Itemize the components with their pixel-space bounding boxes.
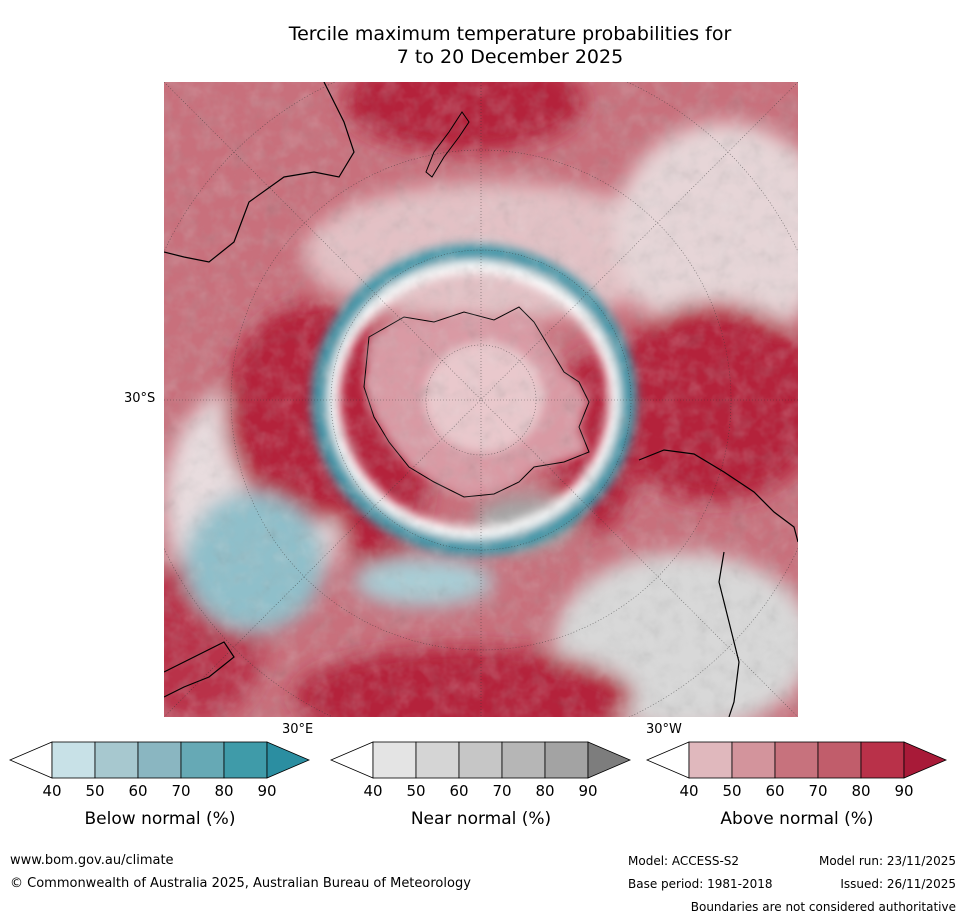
colorbar-above-normal-tick-label: 80 (851, 782, 871, 800)
longitude-label-east: 30°E (282, 722, 314, 737)
colorbar-below-normal-tick-label: 80 (214, 782, 234, 800)
graticule-line-diag-2 (164, 82, 798, 717)
colorbar-above-normal-lower-extension (645, 741, 690, 779)
footer-model-run: Model run: 23/11/2025 (818, 854, 956, 868)
colorbar-above-normal-tick-label: 60 (765, 782, 785, 800)
colorbar-above-normal-tick-label: 40 (679, 782, 699, 800)
map-title-line-1: Tercile maximum temperature probabilitie… (288, 23, 732, 45)
latitude-label: 30°S (124, 391, 156, 406)
new-zealand-coastline (425, 111, 470, 178)
map-title-line-2: 7 to 20 December 2025 (396, 46, 624, 68)
colorbar-below-normal-segment (51, 741, 96, 779)
colorbar-below-normal-segment (94, 741, 139, 779)
colorbar-below-normal-upper-extension (266, 741, 311, 779)
colorbar-below-normal-tick-label: 90 (257, 782, 277, 800)
colorbar-above-normal-segment (860, 741, 905, 779)
colorbar-near-normal-tick-label: 40 (363, 782, 383, 800)
graticule-circle-2 (330, 249, 632, 551)
colorbar-above-normal-ticks: 40 50 60 70 80 90 (647, 782, 947, 802)
colorbar-near-normal-label: Near normal (%) (410, 809, 552, 829)
colorbar-below-normal-tick-label: 60 (128, 782, 148, 800)
colorbar-above-normal-segment (817, 741, 862, 779)
colorbar-near-normal-tick-label: 80 (535, 782, 555, 800)
colorbar-near-normal-upper-extension (587, 741, 632, 779)
footer-model: Model: ACCESS-S2 (628, 854, 740, 868)
colorbar-near-normal-ticks: 40 50 60 70 80 90 (331, 782, 631, 802)
colorbar-below-normal-tick-label: 50 (85, 782, 105, 800)
colorbar-above-normal-tick-label: 90 (894, 782, 914, 800)
colorbar-near-normal-segment (458, 741, 503, 779)
colorbar-below-normal-tick-label: 40 (42, 782, 62, 800)
footer-copyright: © Commonwealth of Australia 2025, Austra… (10, 876, 471, 891)
colorbar-near-normal-tick-label: 90 (578, 782, 598, 800)
colorbar-near-normal: 40 50 60 70 80 90 Near normal (%) (329, 741, 632, 837)
colorbar-above-normal-tick-label: 70 (808, 782, 828, 800)
colorbar-near-normal-segment (415, 741, 460, 779)
colorbar-above-normal-swatches (645, 741, 948, 779)
colorbar-below-normal-label: Below normal (%) (84, 809, 236, 829)
footer-issued: Issued: 26/11/2025 (840, 877, 956, 891)
colorbar-below-normal-segment (137, 741, 182, 779)
graticule-line-diag-1 (164, 82, 798, 717)
colorbar-above-normal-label: Above normal (%) (720, 809, 874, 829)
colorbar-above-normal-segment (774, 741, 819, 779)
australia-coastline (164, 82, 355, 263)
footer-base-period: Base period: 1981-2018 (628, 877, 773, 891)
colorbar-near-normal-segment (544, 741, 589, 779)
colorbar-near-normal-lower-extension (329, 741, 374, 779)
colorbar-near-normal-segment (372, 741, 417, 779)
africa-coastline (164, 641, 235, 698)
footer-url: www.bom.gov.au/climate (10, 853, 174, 868)
colorbar-near-normal-segment (501, 741, 546, 779)
colorbar-near-normal-tick-label: 60 (449, 782, 469, 800)
colorbar-above-normal-segment (731, 741, 776, 779)
colorbar-near-normal-tick-label: 50 (406, 782, 426, 800)
colorbar-near-normal-tick-label: 70 (492, 782, 512, 800)
colorbar-below-normal-swatches (8, 741, 311, 779)
colorbar-below-normal-segment (180, 741, 225, 779)
colorbar-above-normal: 40 50 60 70 80 90 Above normal (%) (645, 741, 948, 837)
colorbar-below-normal: 40 50 60 70 80 90 Below normal (%) (8, 741, 311, 837)
colorbar-below-normal-segment (223, 741, 268, 779)
colorbar-above-normal-tick-label: 50 (722, 782, 742, 800)
colorbar-near-normal-swatches (329, 741, 632, 779)
colorbar-below-normal-ticks: 40 50 60 70 80 90 (10, 782, 310, 802)
colorbar-below-normal-tick-label: 70 (171, 782, 191, 800)
colorbar-above-normal-segment (688, 741, 733, 779)
probability-map (164, 82, 798, 717)
footer-disclaimer: Boundaries are not considered authoritat… (690, 900, 956, 914)
colorbar-below-normal-lower-extension (8, 741, 53, 779)
longitude-label-west: 30°W (646, 722, 682, 737)
colorbar-above-normal-upper-extension (903, 741, 948, 779)
